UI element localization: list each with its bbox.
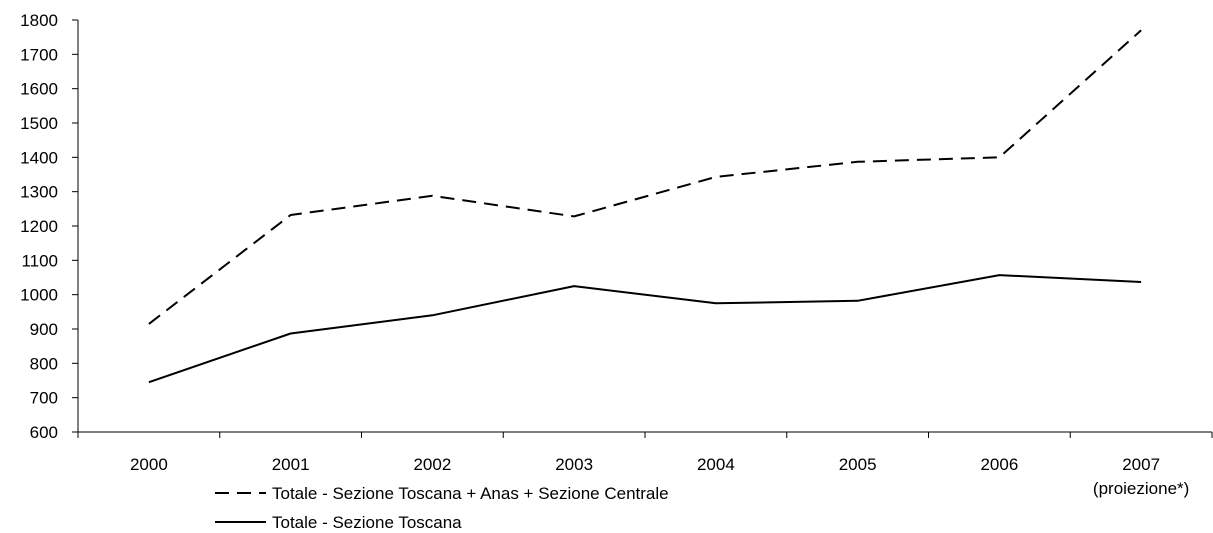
y-tick-label: 1300 [20,183,58,202]
data-point [997,155,1001,159]
legend-label-solid-series: Totale - Sezione Toscana [272,513,462,532]
y-tick-label: 900 [30,320,58,339]
x-tick-label: 2000 [130,455,168,474]
series-line-dashed [148,29,1142,325]
x-tick-label: 2005 [839,455,877,474]
y-tick-label: 600 [30,423,58,442]
x-tick-label: 2007 [1122,455,1160,474]
legend: Totale - Sezione Toscana + Anas + Sezion… [215,484,669,532]
y-tick-label: 1600 [20,80,58,99]
data-point [714,175,718,179]
y-tick-label: 1200 [20,217,58,236]
y-tick-label: 1000 [20,286,58,305]
y-tick-label: 1400 [20,148,58,167]
y-tick-label: 800 [30,354,58,373]
x-tick-label: 2004 [697,455,735,474]
y-tick-label: 700 [30,389,58,408]
x-tick-label: 2002 [413,455,451,474]
x-tick-sublabel: (proiezione*) [1093,479,1189,498]
y-tick-label: 1500 [20,114,58,133]
x-axis: 2000 2001 2002 2003 2004 2005 2006 2007 (proiezi… [77,431,1213,498]
x-tick-label: 2003 [555,455,593,474]
y-tick-label: 1700 [20,45,58,64]
x-tick-label: 2006 [980,455,1018,474]
y-tick-label: 1100 [21,251,58,270]
series-layer [148,29,1142,384]
series-line-solid [148,274,1142,384]
y-tick-label: 1800 [20,11,58,30]
x-tick-label: 2001 [272,455,310,474]
y-axis: 600 700 800 900 1000 1100 1200 1300 1400 1500 1600… [20,11,79,442]
legend-label-dashed-series: Totale - Sezione Toscana + Anas + Sezion… [272,484,669,503]
